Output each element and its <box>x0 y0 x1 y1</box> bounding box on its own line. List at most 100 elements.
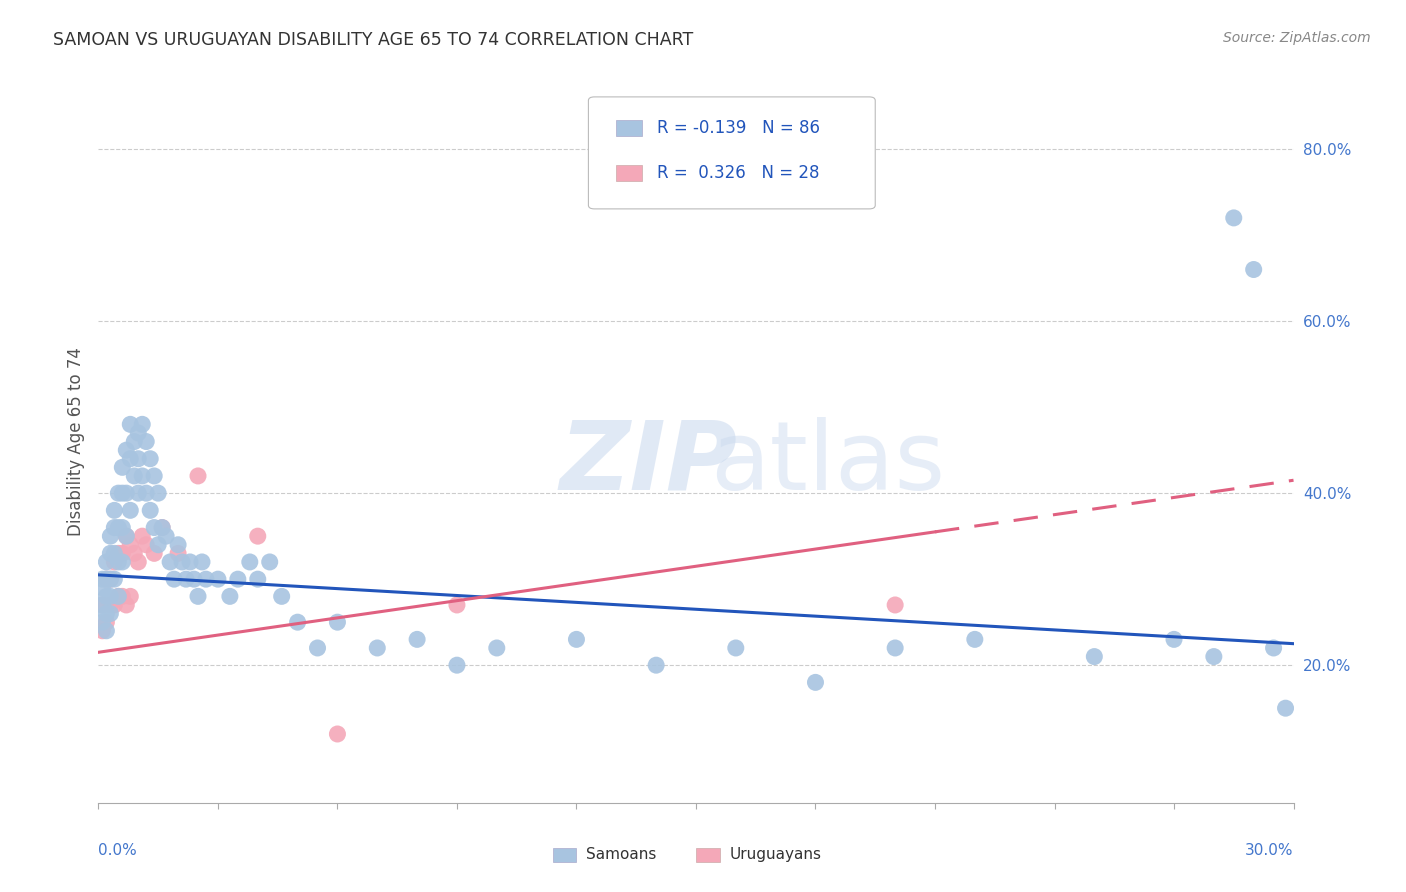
Point <box>107 590 129 604</box>
FancyBboxPatch shape <box>553 847 576 862</box>
Point <box>96 624 118 638</box>
Point <box>270 590 292 604</box>
Point <box>187 469 209 483</box>
FancyBboxPatch shape <box>589 97 876 209</box>
Point <box>239 555 262 569</box>
Point <box>148 486 170 500</box>
Point <box>98 529 122 543</box>
Point <box>195 572 218 586</box>
Point <box>111 590 134 604</box>
Point <box>565 632 588 647</box>
Point <box>96 607 118 621</box>
Point <box>98 572 122 586</box>
Point <box>187 590 209 604</box>
Point <box>127 451 149 466</box>
Text: Uruguayans: Uruguayans <box>730 847 821 863</box>
Point <box>246 529 269 543</box>
Point <box>963 632 986 647</box>
Point <box>326 615 349 630</box>
Point <box>131 469 153 483</box>
Point <box>98 607 122 621</box>
Text: Samoans: Samoans <box>586 847 657 863</box>
FancyBboxPatch shape <box>616 120 643 136</box>
Point <box>191 555 214 569</box>
Point <box>163 572 186 586</box>
Point <box>406 632 429 647</box>
Point <box>804 675 827 690</box>
Point <box>259 555 281 569</box>
Point <box>287 615 309 630</box>
Point <box>326 727 349 741</box>
Point <box>98 546 122 560</box>
Point <box>107 486 129 500</box>
Point <box>98 572 122 586</box>
Point <box>135 434 157 449</box>
Point <box>167 546 190 560</box>
Point <box>120 417 142 432</box>
Point <box>131 529 153 543</box>
Point <box>1223 211 1246 225</box>
Point <box>1263 640 1285 655</box>
Point <box>135 486 157 500</box>
Point <box>219 590 242 604</box>
Point <box>174 572 197 586</box>
Point <box>207 572 229 586</box>
Point <box>1202 649 1225 664</box>
Point <box>103 572 125 586</box>
Point <box>103 555 125 569</box>
Point <box>96 590 118 604</box>
Point <box>143 520 166 534</box>
Point <box>1274 701 1296 715</box>
Point <box>96 615 118 630</box>
Point <box>91 598 114 612</box>
Point <box>446 658 468 673</box>
Point <box>103 520 125 534</box>
Point <box>485 640 508 655</box>
Point <box>107 555 129 569</box>
Point <box>724 640 747 655</box>
Point <box>115 443 138 458</box>
Point <box>246 572 269 586</box>
Point <box>135 538 157 552</box>
Point <box>96 572 118 586</box>
Point <box>91 624 114 638</box>
Point <box>91 572 114 586</box>
Point <box>103 598 125 612</box>
Point <box>127 486 149 500</box>
Point <box>115 529 138 543</box>
Point <box>98 590 122 604</box>
Text: 0.0%: 0.0% <box>98 843 138 857</box>
Point <box>98 598 122 612</box>
Point <box>124 469 146 483</box>
Point <box>884 598 907 612</box>
Point <box>226 572 249 586</box>
Point <box>1083 649 1105 664</box>
Point <box>167 538 190 552</box>
Point <box>183 572 205 586</box>
Point <box>91 615 114 630</box>
Point <box>115 598 138 612</box>
Point <box>127 555 149 569</box>
Text: Source: ZipAtlas.com: Source: ZipAtlas.com <box>1223 31 1371 45</box>
Y-axis label: Disability Age 65 to 74: Disability Age 65 to 74 <box>66 347 84 536</box>
Text: R = -0.139   N = 86: R = -0.139 N = 86 <box>657 119 820 137</box>
Point <box>139 451 162 466</box>
Point <box>159 555 181 569</box>
Point <box>111 520 134 534</box>
Point <box>150 520 173 534</box>
Point <box>96 572 118 586</box>
Point <box>179 555 201 569</box>
Point <box>120 538 142 552</box>
Point <box>127 425 149 440</box>
Point <box>307 640 329 655</box>
Point <box>115 486 138 500</box>
Point <box>131 417 153 432</box>
Point <box>111 486 134 500</box>
Point <box>91 581 114 595</box>
Point <box>172 555 194 569</box>
Point <box>103 503 125 517</box>
Text: R =  0.326   N = 28: R = 0.326 N = 28 <box>657 164 820 182</box>
Point <box>120 590 142 604</box>
FancyBboxPatch shape <box>616 165 643 181</box>
Point <box>115 529 138 543</box>
